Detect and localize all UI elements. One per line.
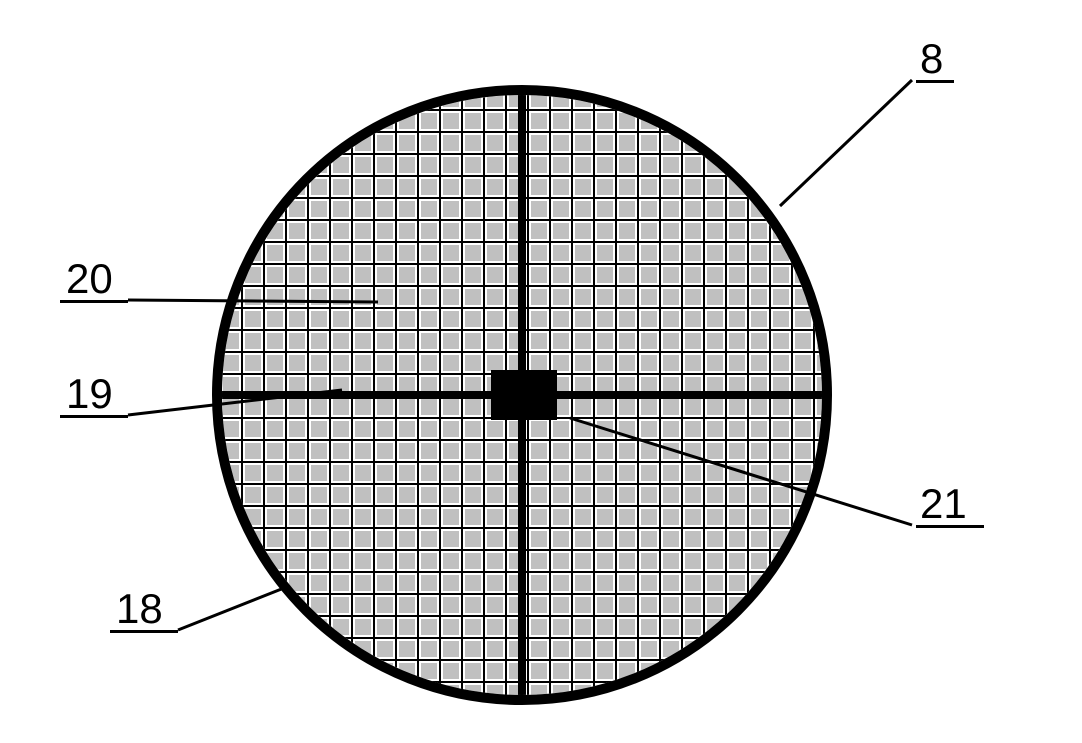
label-19: 19 [66, 370, 113, 418]
diagram-container: 8 20 19 21 18 [0, 0, 1082, 743]
underline-21 [916, 525, 984, 528]
underline-20 [60, 300, 128, 303]
underline-8 [916, 80, 954, 83]
label-21: 21 [920, 480, 967, 528]
center-square [491, 370, 557, 420]
underline-18 [110, 630, 178, 633]
label-18: 18 [116, 585, 163, 633]
label-20: 20 [66, 255, 113, 303]
label-8: 8 [920, 35, 943, 83]
underline-19 [60, 415, 128, 418]
